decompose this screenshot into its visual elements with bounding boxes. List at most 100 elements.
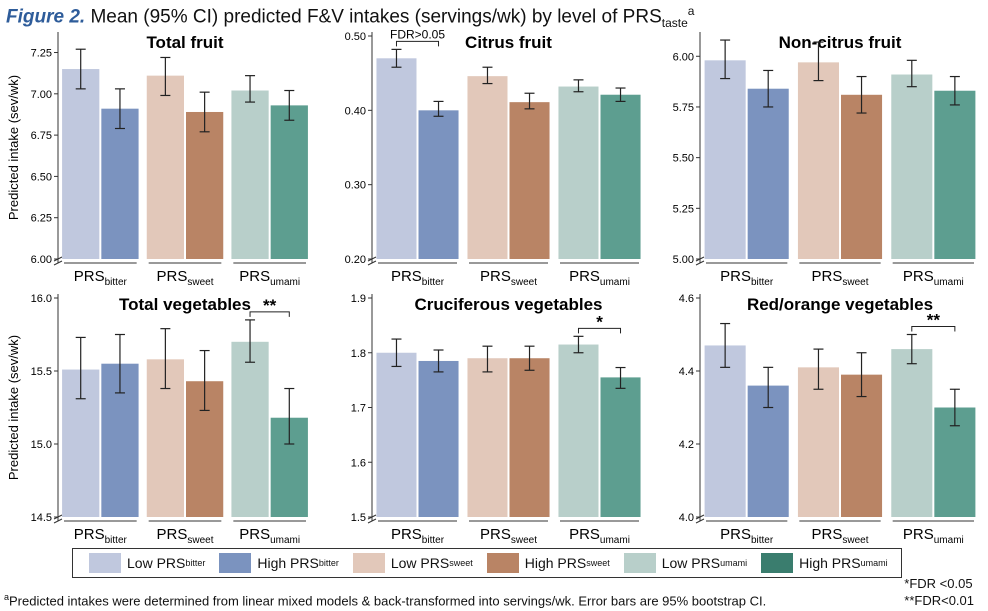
- bar-bitter-low: [376, 58, 417, 259]
- axis-break-mark: [367, 514, 377, 524]
- figure-label: Figure 2.: [6, 6, 86, 28]
- group-label: PRSumami: [239, 526, 300, 545]
- legend-item-3: Low PRS sweet: [352, 553, 473, 573]
- legend-item-2: High PRS bitter: [219, 553, 339, 573]
- y-tick-label: 6.50: [31, 171, 52, 183]
- group-label: PRSbitter: [720, 526, 774, 545]
- significance-bracket: [249, 311, 290, 317]
- group-label: PRSsweet: [157, 268, 214, 288]
- y-tick-label: 7.25: [31, 48, 52, 60]
- chart-panel-1: Total fruit 6.00 6.25 6.50 6.75 7.00 7.25 Predi…: [6, 32, 308, 288]
- significance-bracket: [911, 326, 956, 332]
- bar-sweet-high: [841, 94, 883, 259]
- significance-label: **: [263, 296, 277, 315]
- y-tick-label: 15.0: [31, 439, 52, 451]
- legend-swatch: [761, 553, 794, 573]
- y-tick-label: 0.30: [345, 180, 366, 192]
- bar-bitter-low: [704, 60, 746, 260]
- group-label: PRSsweet: [480, 526, 537, 545]
- axis-break-mark: [695, 256, 705, 266]
- footnote: aPredicted intakes were determined from …: [4, 592, 766, 608]
- footnote-text: Predicted intakes were determined from l…: [9, 593, 767, 609]
- y-tick-label: 16.0: [31, 293, 52, 305]
- chart-title: Total vegetables: [119, 295, 251, 314]
- legend-label-subscript: bitter: [318, 558, 339, 568]
- chart-panel-3: Non-citrus fruit 5.00 5.25 5.50 5.75 6.00 PRSb…: [673, 32, 976, 288]
- y-tick-label: 5.50: [673, 153, 694, 165]
- fdr-notes: *FDR <0.05 **FDR<0.01: [904, 575, 974, 609]
- fdr-note-1: *FDR <0.05: [904, 576, 973, 591]
- chart-title: Citrus fruit: [465, 33, 552, 52]
- figure-title-subscript: taste: [661, 16, 688, 31]
- group-label: PRSumami: [903, 526, 964, 545]
- y-tick-label: 15.5: [31, 366, 52, 378]
- y-tick-label: 1.7: [351, 403, 366, 415]
- legend-label-subscript: sweet: [449, 558, 473, 568]
- legend-item-1: Low PRS bitter: [89, 553, 205, 573]
- legend-swatch: [219, 553, 252, 573]
- y-tick-label: 14.5: [31, 512, 52, 524]
- significance-label: **: [927, 311, 941, 330]
- group-label: PRSbitter: [391, 268, 445, 288]
- y-tick-label: 5.75: [673, 102, 694, 114]
- bar-sweet-high: [186, 111, 224, 259]
- legend-label: Low PRS: [127, 555, 186, 571]
- chart-panel-5: Cruciferous vegetables 1.5 1.6 1.7 1.8 1.9 PRS…: [351, 293, 641, 545]
- y-tick-label: 1.8: [351, 348, 366, 360]
- bar-sweet-high: [841, 374, 883, 517]
- group-label: PRSbitter: [74, 526, 128, 545]
- chart-title: Non-citrus fruit: [779, 33, 902, 52]
- y-tick-label: 4.0: [679, 512, 694, 524]
- legend-swatch: [89, 553, 121, 573]
- bar-bitter-high: [747, 88, 789, 259]
- bar-sweet-high: [509, 358, 550, 517]
- bar-sweet-high: [509, 102, 550, 259]
- significance-bracket: [395, 40, 440, 47]
- legend-item-4: High PRS sweet: [486, 553, 610, 573]
- bar-sweet-low: [146, 75, 184, 260]
- y-tick-label: 4.4: [679, 366, 694, 378]
- legend-item-5: Low PRS umami: [623, 553, 747, 573]
- legend-label: High PRS: [524, 555, 587, 571]
- bar-umami-low: [231, 90, 269, 259]
- group-label: PRSumami: [569, 268, 630, 288]
- legend-label: Low PRS: [390, 555, 450, 571]
- y-tick-label: 4.6: [679, 293, 694, 305]
- legend-swatch: [623, 553, 656, 573]
- y-tick-label: 0.50: [345, 31, 366, 43]
- y-tick-label: 7.00: [31, 89, 52, 101]
- legend-label-subscript: umami: [860, 558, 888, 568]
- legend-label: High PRS: [799, 555, 861, 571]
- chart-panel-6: Red/orange vegetables 4.0 4.2 4.4 4.6 PRSbitt…: [679, 293, 976, 545]
- significance-bracket: [577, 327, 622, 334]
- y-tick-label: 0.40: [345, 105, 366, 117]
- y-tick-label: 1.5: [351, 512, 366, 524]
- bar-umami-high: [600, 94, 641, 260]
- chart-title: Cruciferous vegetables: [414, 295, 602, 314]
- group-label: PRSbitter: [720, 268, 774, 288]
- axis-break-mark: [53, 514, 63, 524]
- legend-label-subscript: sweet: [586, 558, 610, 568]
- y-tick-label: 6.75: [31, 130, 52, 142]
- chart-title: Total fruit: [146, 33, 223, 52]
- figure-header: Figure 2. Mean (95% CI) predicted F&V in…: [6, 4, 694, 30]
- significance-label: FDR>0.05: [390, 27, 445, 41]
- group-label: PRSsweet: [157, 526, 214, 545]
- y-tick-label: 5.00: [673, 254, 694, 266]
- figure-title: Mean (95% CI) predicted F&V intakes (ser…: [85, 6, 662, 28]
- group-label: PRSsweet: [812, 526, 869, 545]
- axis-break-mark: [367, 256, 377, 266]
- significance-label: *: [596, 312, 603, 331]
- group-label: PRSbitter: [74, 268, 128, 288]
- y-tick-label: 1.9: [351, 293, 366, 305]
- y-tick-label: 6.00: [673, 51, 694, 63]
- y-axis-label: Predicted intake (sev/wk): [6, 75, 21, 220]
- legend-item-6: High PRS umami: [761, 553, 888, 573]
- bar-sweet-low: [467, 358, 508, 517]
- y-tick-label: 1.6: [351, 457, 366, 469]
- bar-umami-low: [558, 86, 599, 260]
- legend-swatch: [352, 553, 385, 573]
- legend-label-subscript: bitter: [185, 558, 206, 568]
- axis-break-mark: [53, 256, 63, 266]
- y-tick-label: 6.25: [31, 213, 52, 225]
